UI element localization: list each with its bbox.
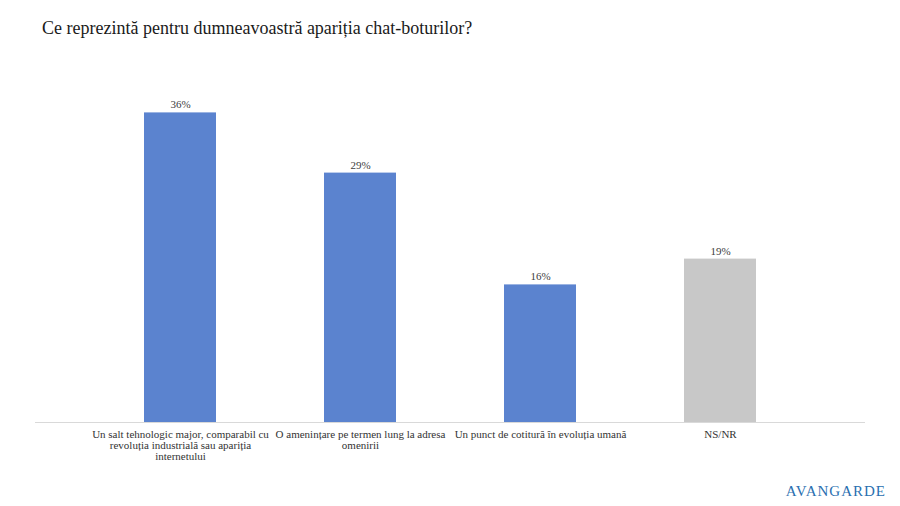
html-text:AVANGARDE: AVANGARDE [785,483,886,499]
html-text:Ce reprezintă pentru dumneavoa: Ce reprezintă pentru dumneavoastră apari… [42,18,473,38]
svg-text:16%: 16% [530,270,550,282]
svg-text:36%: 36% [170,98,190,110]
svg-text:NS/NR: NS/NR [704,428,737,440]
svg-text:O amenințare pe termen lung la: O amenințare pe termen lung la adresaome… [276,428,446,451]
svg-text:Un punct de cotitură în evoluț: Un punct de cotitură în evoluția umană [455,428,627,440]
svg-text:19%: 19% [710,245,730,257]
svg-text:29%: 29% [350,159,370,171]
svg-text:Un salt tehnologic major, comp: Un salt tehnologic major, comparabil cur… [92,428,269,462]
